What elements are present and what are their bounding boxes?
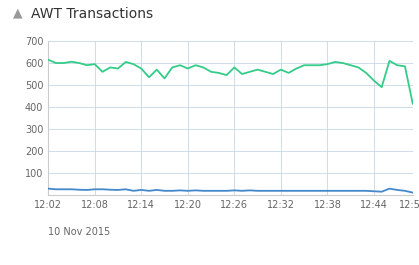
Text: AWT Transactions: AWT Transactions (31, 7, 153, 21)
Text: ▲: ▲ (13, 7, 22, 20)
Text: 10 Nov 2015: 10 Nov 2015 (48, 227, 111, 237)
Legend: Total Number of Commits/s, Total Number of Transactions/s: Total Number of Commits/s, Total Number … (63, 264, 398, 265)
